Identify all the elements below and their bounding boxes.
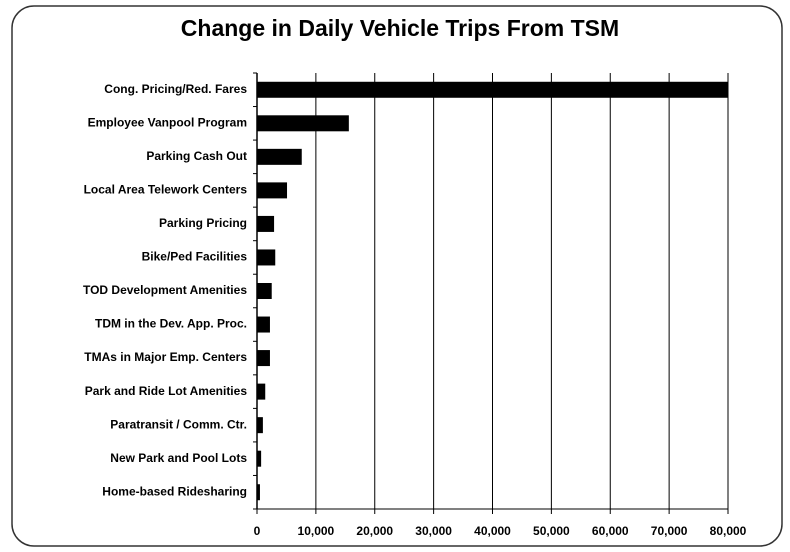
bar: [257, 283, 272, 299]
y-tick-label: Parking Cash Out: [146, 149, 247, 163]
bar: [257, 383, 266, 400]
y-tick-label: Paratransit / Comm. Ctr.: [110, 417, 247, 431]
x-tick-label: 70,000: [651, 524, 688, 538]
bar: [257, 215, 275, 232]
y-tick-label: Cong. Pricing/Red. Fares: [104, 82, 247, 96]
y-tick-label: Park and Ride Lot Amenities: [85, 384, 248, 398]
x-tick-label: 40,000: [474, 524, 511, 538]
x-tick-label: 10,000: [298, 524, 335, 538]
bar: [257, 115, 349, 132]
y-tick-label: Parking Pricing: [159, 216, 247, 230]
x-tick-label: 60,000: [592, 524, 629, 538]
y-tick-label: TMAs in Major Emp. Centers: [84, 350, 247, 364]
x-tick-label: 20,000: [356, 524, 393, 538]
y-tick-label: TDM in the Dev. App. Proc.: [95, 317, 247, 331]
x-tick-label: 80,000: [710, 524, 747, 538]
y-tick-label: Home-based Ridesharing: [102, 484, 247, 498]
y-tick-label: TOD Development Amenities: [83, 283, 247, 297]
bar: [257, 182, 288, 199]
x-tick-label: 0: [254, 524, 261, 538]
x-tick-label: 30,000: [415, 524, 452, 538]
x-tick-label: 50,000: [533, 524, 570, 538]
bar: [257, 484, 260, 501]
y-tick-label: Local Area Telework Centers: [84, 183, 248, 197]
y-tick-label: New Park and Pool Lots: [110, 451, 247, 465]
bar: [257, 350, 270, 367]
bar: [257, 450, 262, 467]
bar: [257, 417, 263, 434]
bar: [257, 316, 270, 333]
bar: [257, 148, 302, 165]
frame: [11, 5, 783, 547]
bar: [257, 81, 728, 98]
bar: [257, 249, 276, 266]
y-tick-label: Bike/Ped Facilities: [142, 250, 248, 264]
y-tick-label: Employee Vanpool Program: [88, 115, 247, 129]
chart-title: Change in Daily Vehicle Trips From TSM: [181, 15, 619, 41]
